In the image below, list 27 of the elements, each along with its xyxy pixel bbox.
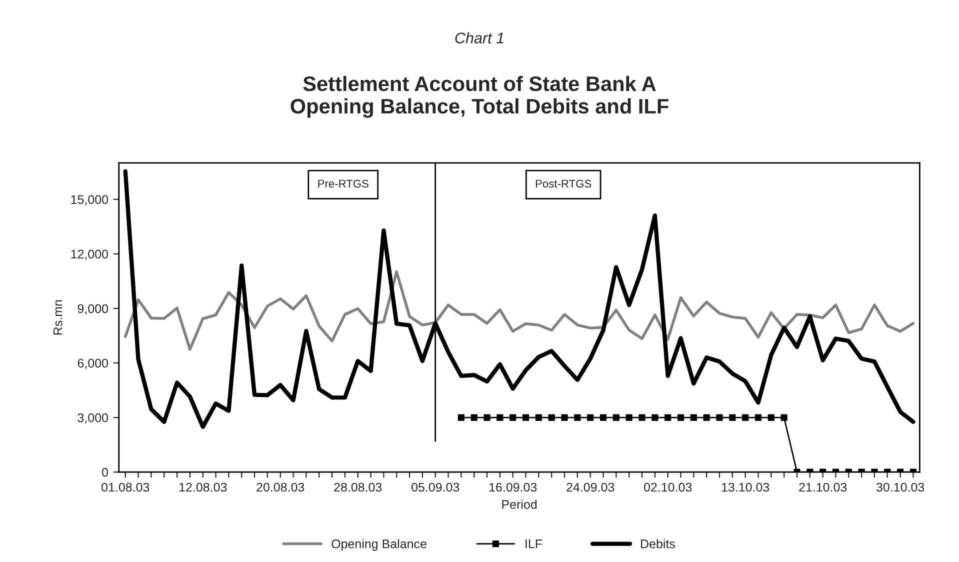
x-tick-label: 20.08.03 [256, 482, 304, 492]
x-tick-label: 12.08.03 [179, 482, 227, 492]
y-tick-label: 12,000 [71, 250, 108, 260]
x-tick-label: 21.10.03 [799, 482, 847, 492]
legend-label: Debits [641, 539, 675, 548]
chart-title: Settlement Account of State Bank A Opening Balance, Total Debits and ILF [290, 76, 668, 118]
annotation: Pre-RTGS [318, 180, 368, 188]
x-tick-label: 01.08.03 [102, 482, 150, 492]
y-tick-label: 6,000 [78, 358, 108, 370]
x-tick-label: 28.08.03 [334, 482, 382, 492]
x-tick-label: 05.09.03 [412, 482, 460, 492]
line-series [124, 270, 915, 351]
legend-label: ILF [526, 540, 542, 548]
x-tick-label: 16.09.03 [489, 482, 537, 492]
y-tick-label: 9,000 [78, 304, 108, 315]
x-tick-label: 13.10.03 [722, 482, 770, 492]
x-tick-label: 30.10.03 [876, 482, 924, 492]
x-tick-label: 24.09.03 [566, 482, 614, 492]
legend-label: Opening Balance [332, 539, 426, 551]
x-tick-label: 02.10.03 [644, 482, 692, 492]
y-tick-label: 3,000 [78, 413, 108, 424]
caption: Chart 1 [455, 32, 504, 44]
y-tick-label: 0 [102, 468, 108, 477]
y-tick-label: 15,000 [71, 195, 108, 206]
annotation: Post-RTGS [536, 180, 592, 188]
y-axis-title: Rs.mn [54, 300, 62, 335]
x-axis-title: Period [502, 500, 537, 509]
